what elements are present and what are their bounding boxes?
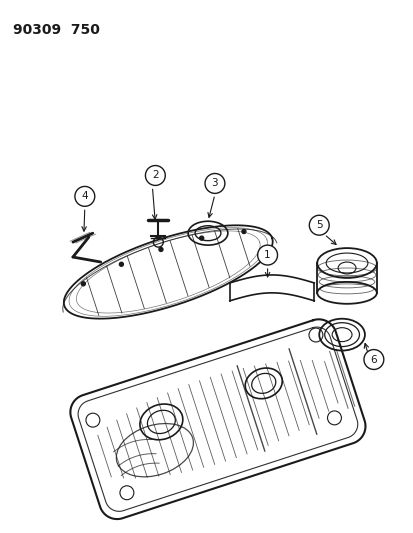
Circle shape xyxy=(81,282,85,286)
Circle shape xyxy=(199,236,203,240)
Text: 6: 6 xyxy=(370,354,376,365)
Circle shape xyxy=(75,187,95,206)
Text: 3: 3 xyxy=(211,179,218,189)
Text: 4: 4 xyxy=(81,191,88,201)
Circle shape xyxy=(145,166,165,185)
Text: 90309  750: 90309 750 xyxy=(13,23,100,37)
Circle shape xyxy=(241,230,245,233)
Circle shape xyxy=(363,350,383,369)
Text: 2: 2 xyxy=(152,171,158,181)
Circle shape xyxy=(119,262,123,266)
Circle shape xyxy=(159,247,163,252)
Circle shape xyxy=(257,245,277,265)
Circle shape xyxy=(309,215,328,235)
Text: 5: 5 xyxy=(315,220,322,230)
Circle shape xyxy=(204,173,224,193)
Text: 1: 1 xyxy=(263,250,270,260)
